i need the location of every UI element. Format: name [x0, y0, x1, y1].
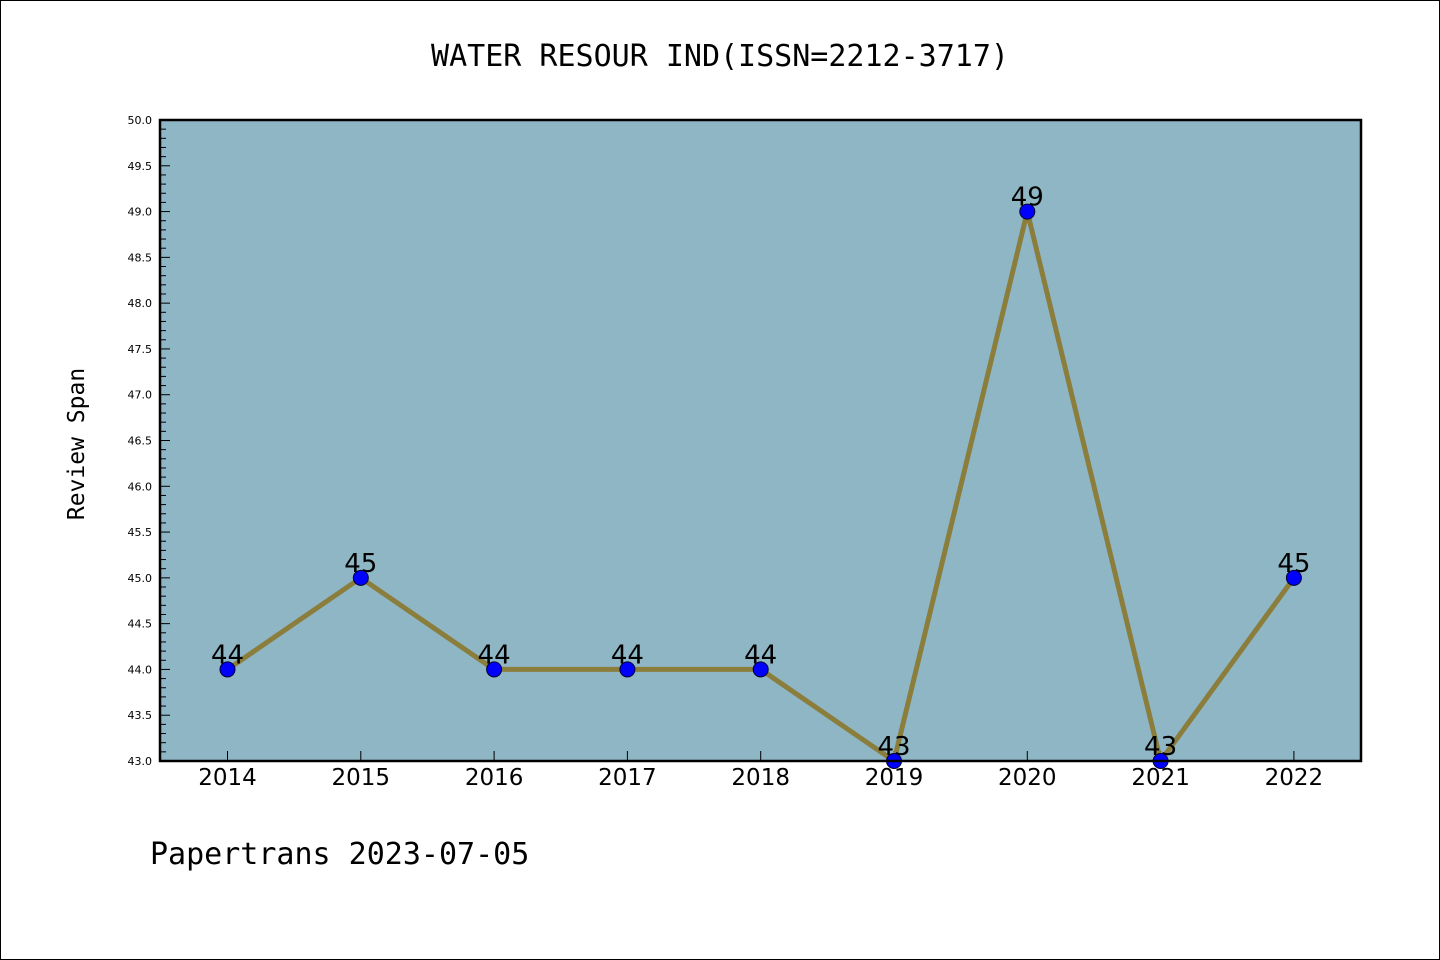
- data-point: [486, 661, 503, 678]
- x-tick-label: 2019: [865, 765, 924, 791]
- footer-source-date: Papertrans 2023-07-05: [150, 837, 529, 872]
- data-point: [752, 661, 769, 678]
- x-tick-label: 2016: [465, 765, 524, 791]
- y-tick-label: 43.0: [128, 755, 153, 768]
- x-tick-label: 2014: [198, 765, 257, 791]
- y-axis-ticks: 43.0 43.5 44.0 44.5 45.0 45.5 46.0 46.5 47.0 47.5…: [128, 114, 170, 768]
- y-tick-label: 47.5: [128, 343, 153, 356]
- x-tick-label: 2015: [332, 765, 391, 791]
- y-tick-label: 50.0: [128, 114, 153, 127]
- y-axis-label: Review Span: [64, 368, 90, 520]
- y-tick-label: 43.5: [128, 709, 153, 722]
- x-axis-ticks: 2014 2015 2016 2017 2018 2019 2020 2021 2022: [198, 751, 1323, 791]
- y-tick-label: 49.0: [128, 206, 153, 219]
- x-tick-label: 2018: [731, 765, 790, 791]
- data-point: [1019, 203, 1036, 220]
- x-tick-label: 2022: [1265, 765, 1324, 791]
- plot-area: [160, 120, 1361, 761]
- y-tick-label: 46.0: [128, 480, 153, 493]
- chart-title: WATER RESOUR IND(ISSN=2212-3717): [431, 39, 1009, 74]
- plot-border: [158, 118, 1363, 763]
- y-tick-label: 48.0: [128, 297, 153, 310]
- y-tick-label: 44.0: [128, 663, 153, 676]
- y-tick-label: 48.5: [128, 251, 153, 264]
- data-point: [219, 661, 236, 678]
- x-tick-label: 2020: [998, 765, 1057, 791]
- y-tick-label: 47.0: [128, 389, 153, 402]
- x-tick-label: 2017: [598, 765, 657, 791]
- data-point: [619, 661, 636, 678]
- y-tick-label: 46.5: [128, 435, 153, 448]
- data-point: [352, 569, 369, 586]
- data-point: [1285, 569, 1302, 586]
- x-tick-label: 2021: [1131, 765, 1190, 791]
- y-tick-label: 44.5: [128, 618, 153, 631]
- y-tick-label: 49.5: [128, 160, 153, 173]
- y-tick-label: 45.0: [128, 572, 153, 585]
- y-tick-label: 45.5: [128, 526, 153, 539]
